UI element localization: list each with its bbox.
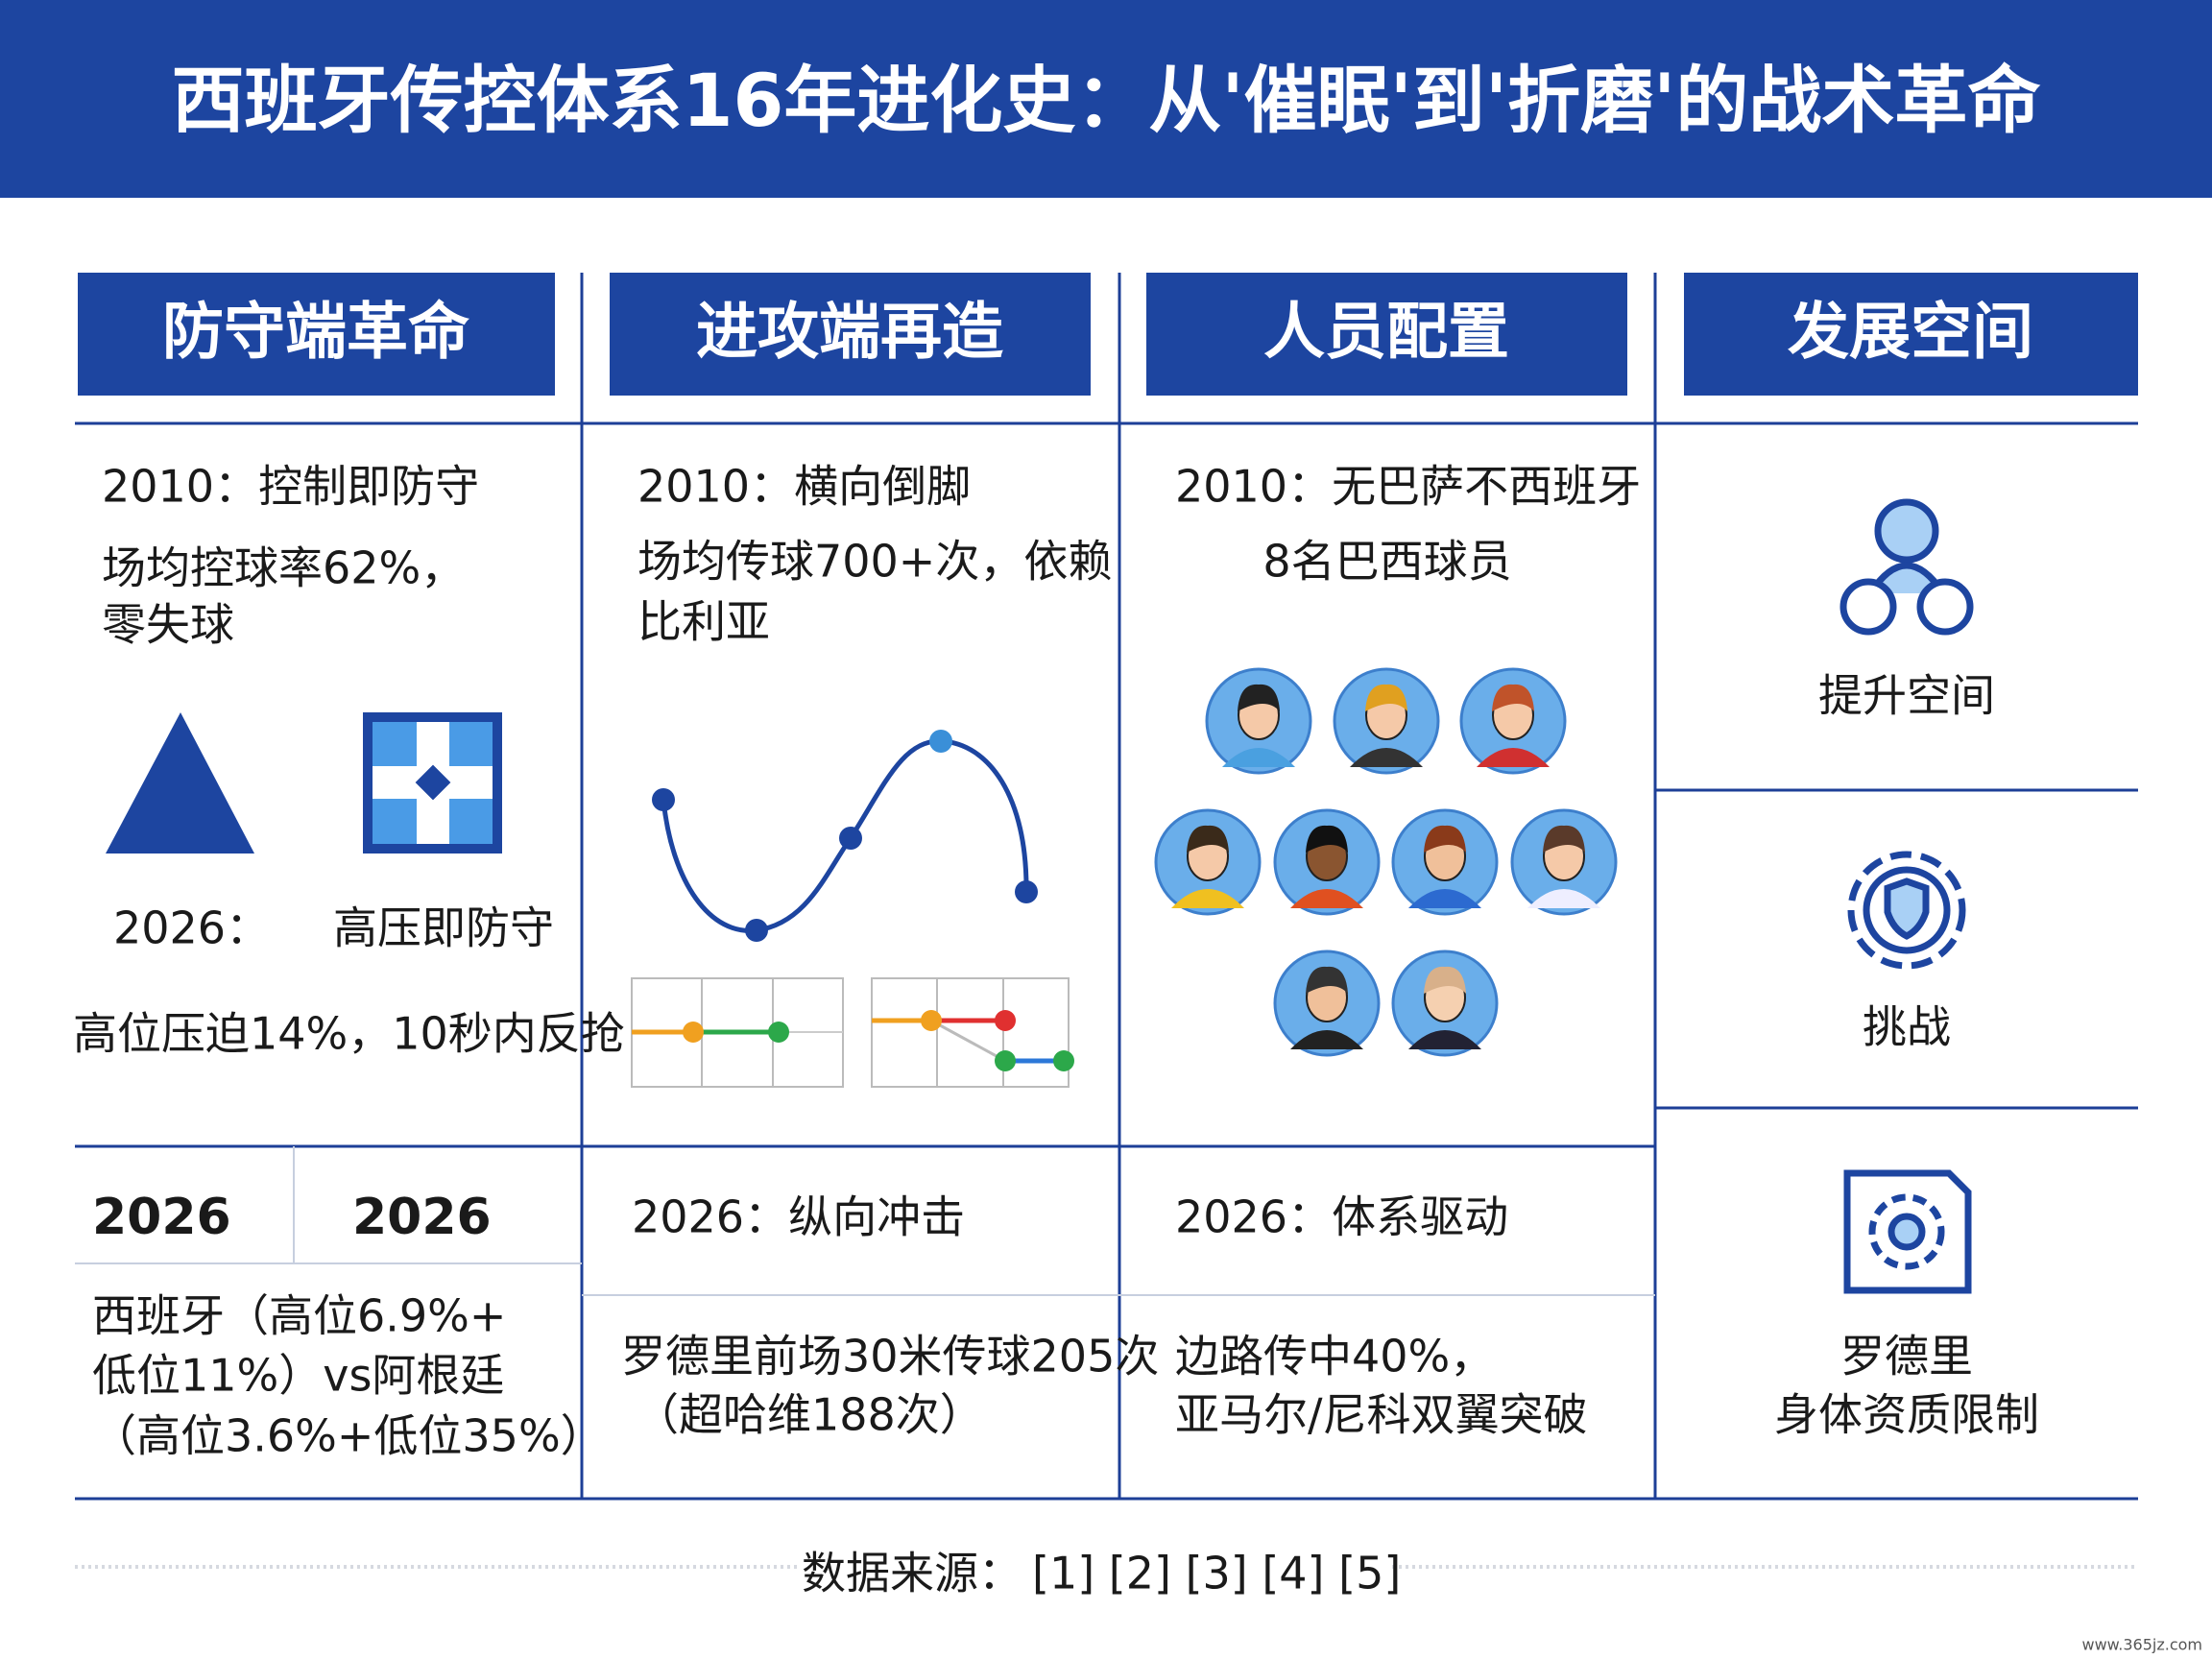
avatar (1273, 950, 1381, 1057)
text-line: 罗德里前场30米传球205次 (621, 1331, 1159, 1382)
avatar-part (1290, 889, 1363, 908)
pass-curve (652, 730, 1038, 942)
triangle-icon (106, 712, 254, 854)
header-box (1146, 273, 1627, 396)
avatar-part (1543, 825, 1585, 853)
player-avatars (1154, 667, 1618, 1057)
text-line: 高压即防守 (333, 902, 554, 954)
avatar (1273, 808, 1381, 916)
avatar-part (1477, 748, 1550, 767)
column-header: 人员配置 (1263, 298, 1509, 369)
text-line: 高位压迫14%，10秒内反抢 (73, 1008, 625, 1060)
avatar-part (1408, 1030, 1481, 1049)
text-line: 8名巴西球员 (1262, 536, 1511, 588)
text-line: （超哈维188次） (635, 1389, 984, 1441)
avatar-part (1222, 748, 1295, 767)
section-heading: 2010：无巴萨不西班牙 (1175, 461, 1641, 513)
footer-label: 数据来源： (802, 1548, 1022, 1599)
year-label: 2026 (92, 1189, 231, 1246)
text-line: （高位3.6%+低位35%） (92, 1410, 605, 1462)
avatar-part (1350, 748, 1423, 767)
column-header: 发展空间 (1788, 298, 2033, 369)
avatar (1391, 808, 1499, 916)
item-label: 提升空间 (1818, 670, 1995, 722)
text-line: 比利亚 (637, 596, 770, 648)
section-heading: 2026：纵向冲击 (632, 1191, 965, 1243)
mini-grid (631, 977, 844, 1088)
avatar (1391, 950, 1499, 1057)
text-line: 低位11%）vs阿根廷 (92, 1350, 504, 1402)
section-heading: 2010：控制即防守 (102, 461, 479, 513)
column-header: 防守端革命 (162, 298, 469, 369)
watermark: www.365jz.com (2081, 1636, 2202, 1654)
avatar-part (1187, 825, 1229, 853)
avatar-part (1238, 684, 1280, 711)
avatar-part (1424, 966, 1466, 994)
text-line: 场均控球率62%， (102, 542, 465, 594)
text-line: 零失球 (102, 599, 234, 651)
document-icon (1843, 1169, 1972, 1294)
avatar-part (1365, 684, 1407, 711)
avatar-part (1492, 684, 1534, 711)
text-line: 西班牙（高位6.9%+ (92, 1290, 506, 1342)
section-heading: 2010：横向倒脚 (637, 461, 971, 513)
network-icon (1839, 498, 1974, 636)
avatar (1333, 667, 1440, 775)
text-line: 边路传中40%， (1175, 1331, 1494, 1382)
header-box (1684, 273, 2138, 396)
avatar-part (1306, 966, 1348, 994)
table-grid (75, 273, 2138, 1501)
title-bar (0, 0, 2212, 198)
column-header: 进攻端再造 (696, 298, 1003, 369)
avatar (1205, 667, 1312, 775)
year-label: 2026 (352, 1189, 492, 1246)
avatar-part (1171, 889, 1244, 908)
avatar (1459, 667, 1567, 775)
mini-grid (871, 977, 1074, 1088)
item-label: 罗德里 (1840, 1331, 1973, 1382)
item-label: 挑战 (1863, 1001, 1951, 1053)
title: 西班牙传控体系16年进化史：从'催眠'到'折磨'的战术革命 (172, 58, 2041, 143)
gear-icon (1847, 851, 1966, 970)
text-line: 场均传球700+次，依赖 (637, 536, 1112, 588)
block-icon (363, 712, 502, 854)
text-line: 亚马尔/尼科双翼突破 (1175, 1389, 1588, 1441)
avatar-part (1290, 1030, 1363, 1049)
avatar-part (1408, 889, 1481, 908)
avatar (1154, 808, 1262, 916)
avatar-part (1527, 889, 1600, 908)
avatar (1510, 808, 1618, 916)
footer-refs: [1] [2] [3] [4] [5] (1032, 1548, 1401, 1599)
avatar-part (1306, 825, 1348, 853)
year-label: 2026： (113, 902, 270, 954)
section-heading: 2026：体系驱动 (1175, 1191, 1508, 1243)
header-box (610, 273, 1091, 396)
item-label: 身体资质限制 (1774, 1389, 2039, 1441)
header-box (78, 273, 555, 396)
avatar-part (1424, 825, 1466, 853)
